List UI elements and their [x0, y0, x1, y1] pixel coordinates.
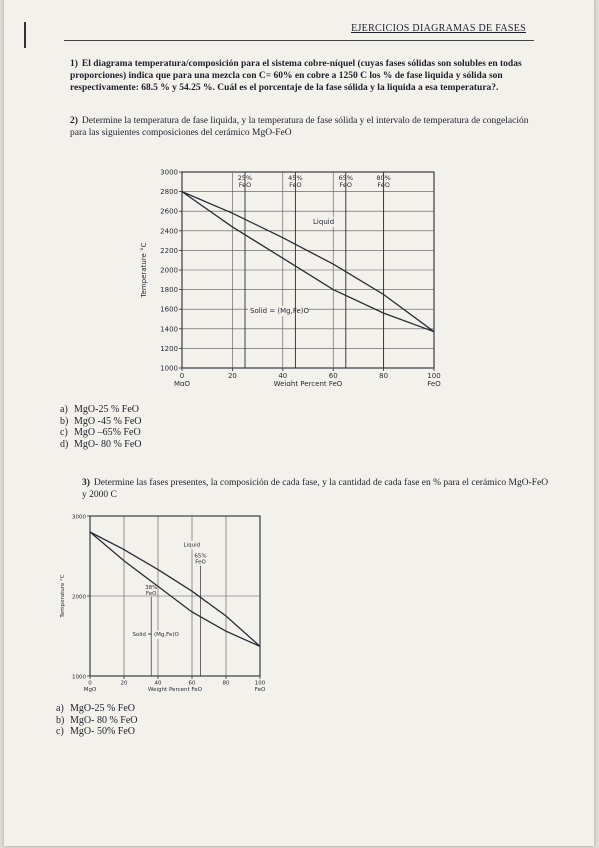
y-axis-title: Temperature °C: [140, 242, 148, 298]
solid-label-bg: [248, 306, 309, 317]
option-label: d): [60, 438, 69, 450]
x-tick-label: 60: [329, 372, 338, 380]
composition-feo-label: FeO: [340, 181, 353, 189]
liquid-label-bg: [181, 540, 205, 550]
composition-feo-label: FeO: [239, 181, 252, 189]
x-tick-label: 0: [88, 681, 92, 687]
x-tick-label: 100: [427, 372, 440, 380]
option-text: MgO -45 % FeO: [74, 415, 142, 427]
annotation-feo-label: FeO: [195, 560, 206, 566]
solidus-curve: [89, 531, 261, 647]
option-text: MgO- 80 % FeO: [74, 438, 142, 450]
y-axis-title: Temperature °C: [60, 574, 66, 618]
x-tick-label: 80: [379, 372, 388, 380]
header-rule: [64, 40, 534, 41]
option-item: c) MgO –65% FeO: [60, 427, 142, 439]
x-tick-label: 0: [180, 372, 184, 380]
question-2: 2) Determine la temperatura de fase liqui…: [70, 115, 540, 139]
option-label: a): [60, 404, 68, 415]
y-tick-label: 1000: [72, 675, 86, 681]
y-tick-label: 2600: [160, 208, 178, 216]
x-end-label-mgo: MgO: [84, 687, 97, 693]
y-tick-label: 3000: [160, 169, 178, 177]
question-1-number: 1): [70, 59, 78, 69]
solidus-curve: [181, 191, 435, 333]
phase-diagram-1: 1000120014001600180020002200240026002800…: [140, 169, 441, 387]
x-tick-label: 20: [121, 681, 128, 687]
margin-mark: [24, 22, 26, 48]
option-label: b): [56, 714, 65, 726]
phase-diagram-2: 1000 2000 3000 0 20 40 60 80 100 MgO FeO Weight Per…: [60, 515, 266, 694]
liquid-label-bg: [311, 216, 341, 227]
question-1: 1) El diagrama temperatura/composición pa…: [70, 58, 540, 94]
x-tick-label: 100: [255, 681, 266, 687]
option-label: c): [60, 427, 68, 438]
composition-percent-label: 45%: [288, 174, 302, 182]
x-axis-title: Weight Percent FeO: [274, 380, 343, 386]
question-3-text: Determine las fases presentes, la compos…: [82, 478, 549, 500]
worksheet-page: EJERCICIOS DIAGRAMAS DE FASES 1) El diagr…: [4, 0, 594, 846]
option-item: c) MgO- 50% FeO: [56, 726, 138, 738]
y-tick-label: 1400: [160, 325, 178, 333]
option-item: b) MgO- 80 % FeO: [56, 715, 138, 727]
y-tick-label: 2800: [160, 188, 178, 196]
annotation-percent-label: 65%: [194, 554, 206, 560]
option-text: MgO –65% FeO: [74, 427, 141, 438]
option-text: MgO-25 % FeO: [70, 703, 135, 714]
composition-percent-label: 65%: [339, 174, 353, 182]
option-label: a): [56, 703, 64, 714]
option-label: c): [56, 726, 64, 737]
liquidus-curve: [89, 531, 261, 647]
y-tick-label: 3000: [72, 515, 86, 521]
y-tick-label: 2200: [160, 247, 178, 255]
x-end-label-feo: FeO: [427, 380, 441, 386]
x-end-label-mgo: MgO: [174, 380, 190, 386]
y-tick-label: 1000: [160, 365, 178, 373]
x-tick-label: 40: [278, 372, 287, 380]
option-text: MgO-25 % FeO: [74, 404, 139, 415]
question-3-number: 3): [82, 478, 90, 488]
x-axis-title: Weight Percent FeO: [148, 687, 203, 693]
option-label: b): [60, 415, 69, 427]
y-tick-label: 2000: [72, 595, 86, 601]
composition-feo-label: FeO: [289, 181, 302, 189]
option-text: MgO- 50% FeO: [70, 726, 135, 737]
liquidus-curve: [181, 191, 435, 333]
question-3-options: a) MgO-25 % FeO b) MgO- 80 % FeO c) MgO- 50…: [56, 703, 138, 738]
x-tick-label: 60: [189, 681, 196, 687]
solid-label-bg: [130, 630, 178, 639]
x-tick-label: 40: [155, 681, 162, 687]
liquid-region-label: Liquid: [313, 218, 334, 226]
option-item: b) MgO -45 % FeO: [60, 416, 142, 428]
solid-region-label: Solid = (Mg,Fe)O: [133, 632, 180, 638]
annotation-feo-label: FeO: [146, 591, 157, 597]
annotation-percent-label: 38%: [145, 585, 157, 591]
question-2-text: Determine la temperatura de fase liquida…: [70, 116, 529, 138]
composition-percent-label: 25%: [238, 174, 252, 182]
y-tick-label: 2000: [160, 267, 178, 275]
x-tick-label: 20: [228, 372, 237, 380]
y-tick-label: 1800: [160, 286, 178, 294]
question-2-options: a) MgO-25 % FeO b) MgO -45 % FeO c) MgO –65…: [60, 404, 142, 450]
question-2-number: 2): [70, 116, 78, 126]
y-tick-label: 2400: [160, 227, 178, 235]
x-end-label-feo: FeO: [255, 687, 266, 693]
solid-region-label: Solid = (Mg,Fe)O: [250, 307, 309, 315]
option-item: a) MgO-25 % FeO: [56, 703, 138, 715]
option-text: MgO- 80 % FeO: [70, 714, 138, 726]
composition-feo-label: FeO: [377, 181, 390, 189]
question-1-text: El diagrama temperatura/composición para…: [70, 59, 522, 93]
x-tick-label: 80: [223, 681, 230, 687]
y-tick-label: 1600: [160, 306, 178, 314]
composition-percent-label: 80%: [376, 174, 390, 182]
header-title: EJERCICIOS DIAGRAMAS DE FASES: [351, 23, 526, 34]
option-item: a) MgO-25 % FeO: [60, 404, 142, 416]
question-3: 3) Determine las fases presentes, la comp…: [82, 477, 550, 501]
option-item: d) MgO- 80 % FeO: [60, 439, 142, 451]
y-tick-label: 1200: [160, 345, 178, 353]
liquid-region-label: Liquid: [184, 542, 201, 548]
